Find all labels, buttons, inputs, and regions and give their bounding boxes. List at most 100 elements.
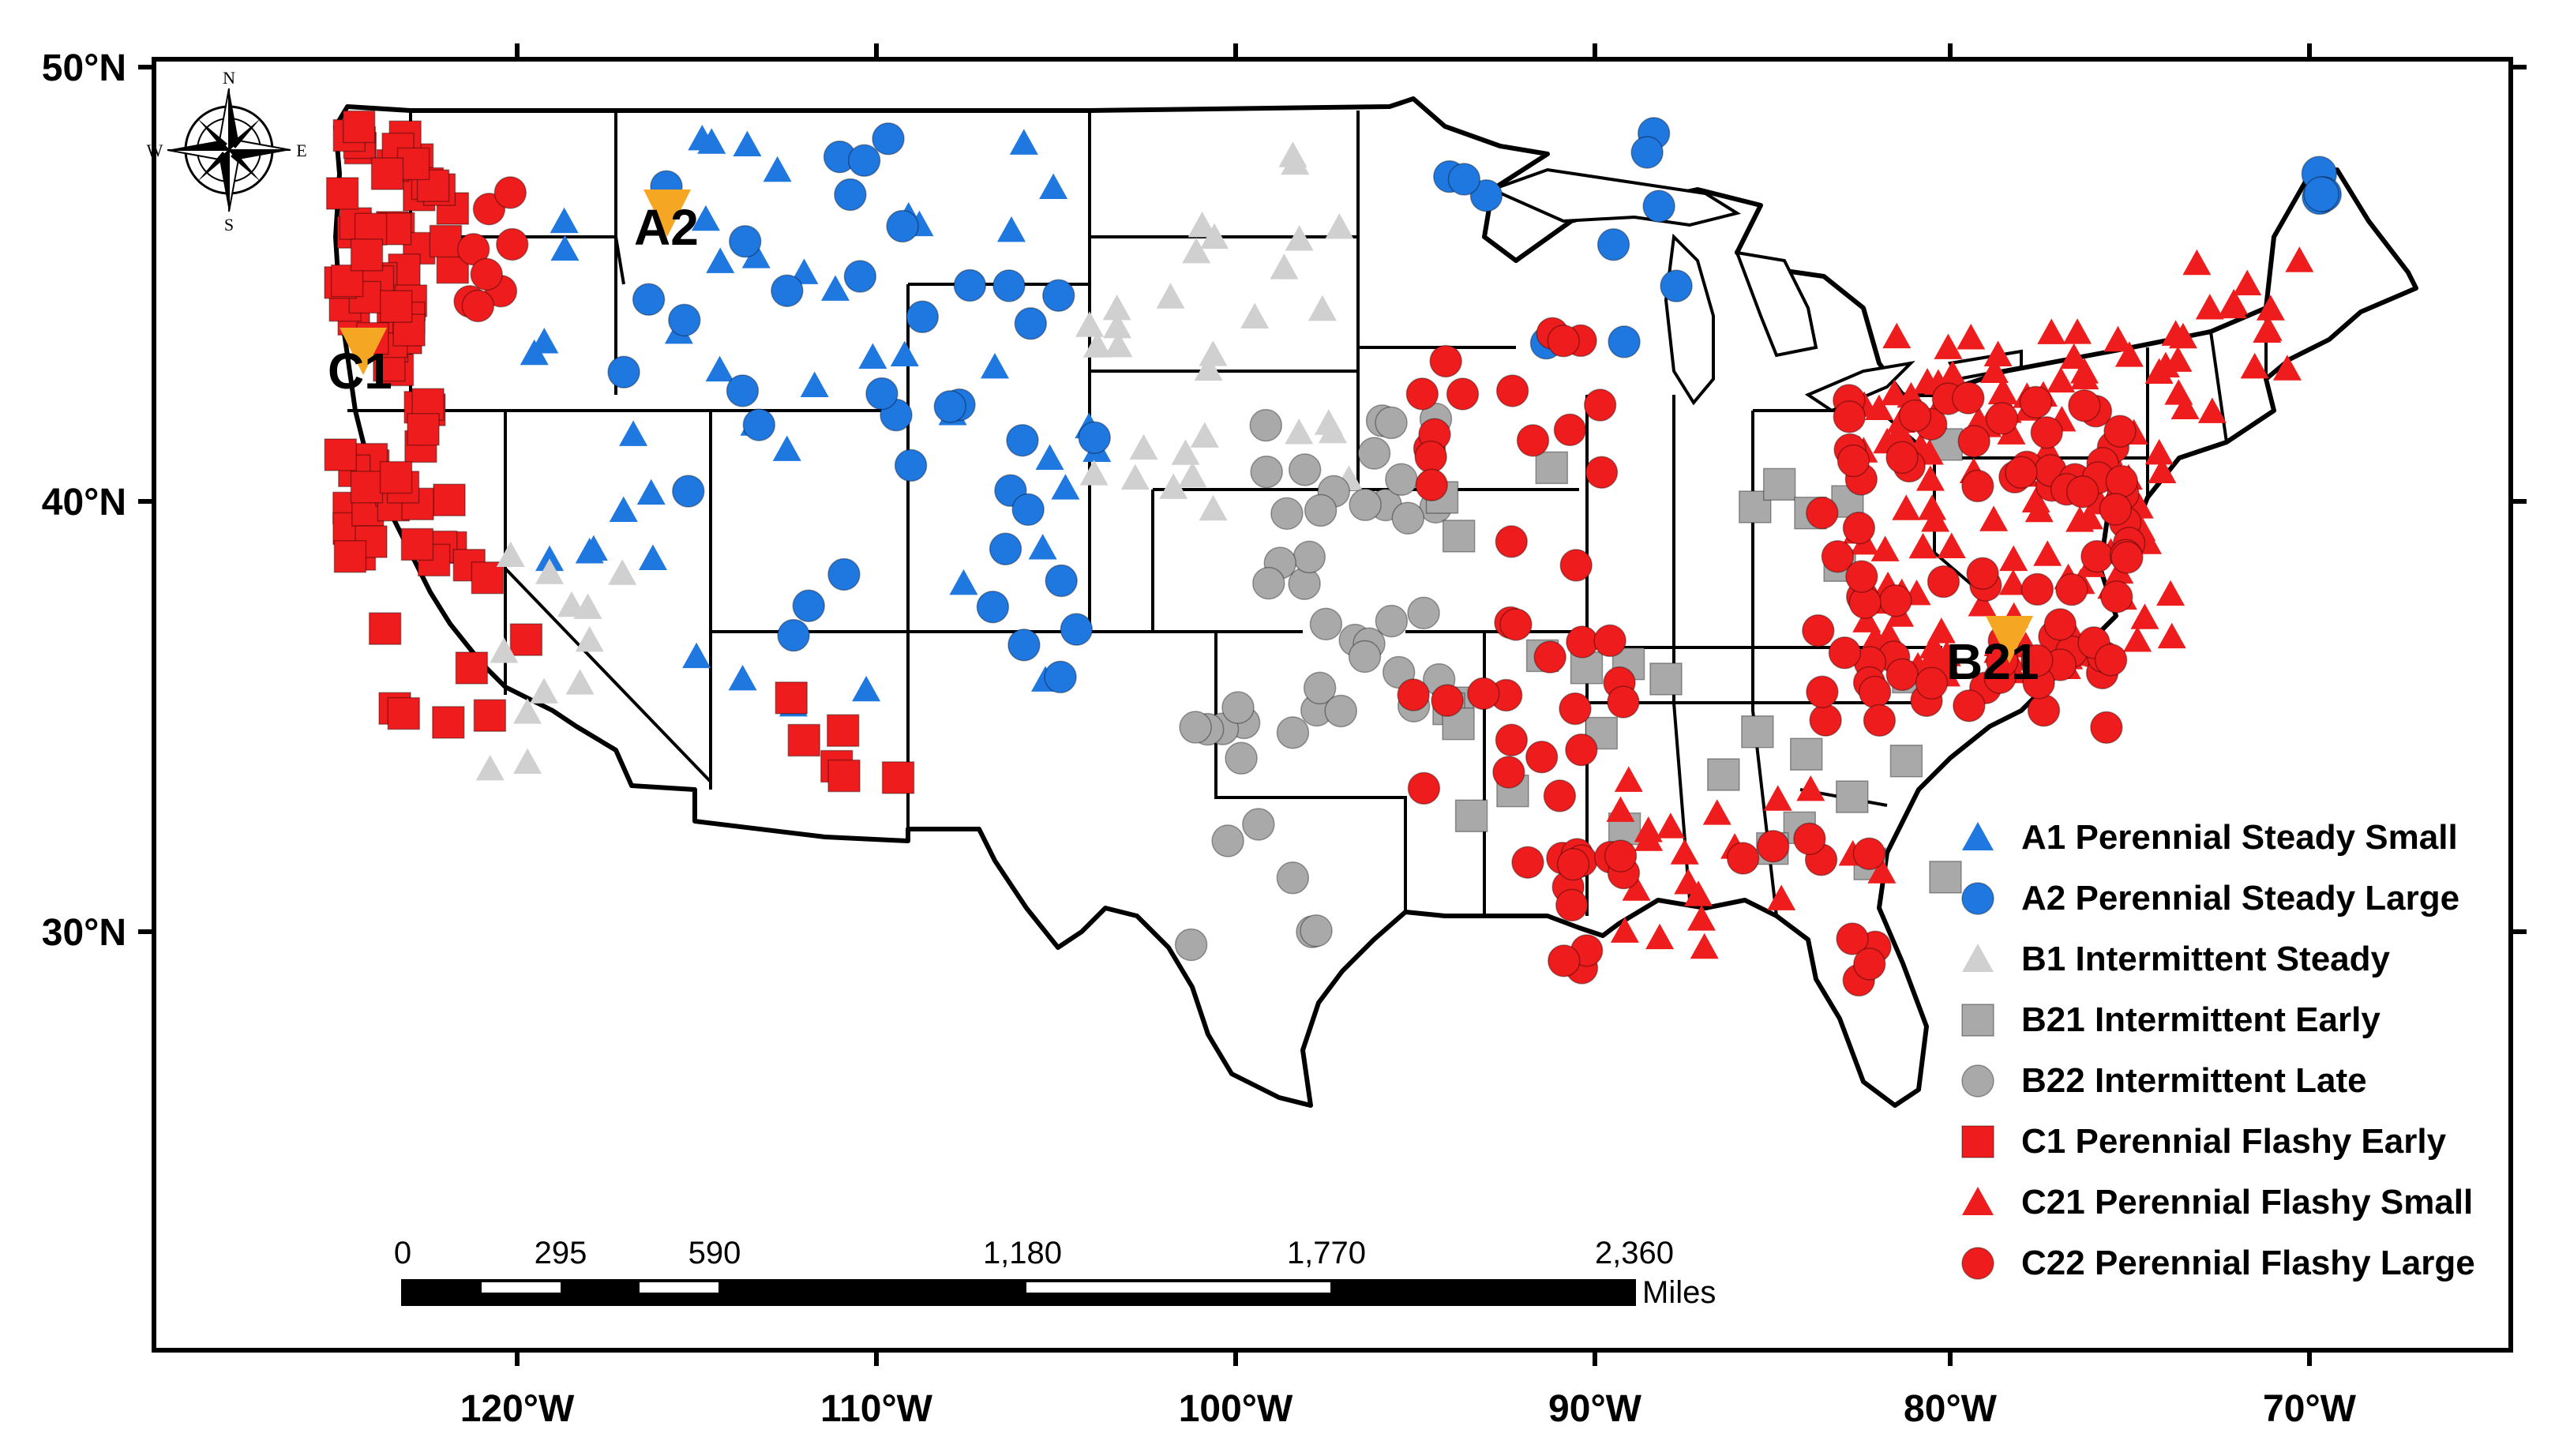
station-marker [886, 209, 919, 243]
station-marker [1845, 560, 1878, 593]
station-marker [1415, 468, 1448, 501]
station-marker [1324, 694, 1358, 728]
station-marker [826, 714, 860, 747]
station-marker [1874, 621, 1904, 647]
station-marker [881, 761, 915, 794]
station-marker [1179, 711, 1212, 744]
station-marker [827, 557, 861, 591]
station-marker [1908, 532, 1938, 559]
legend-symbol-5 [1961, 1064, 1994, 1098]
station-marker [379, 460, 413, 494]
site-label-a2: A2 [634, 199, 699, 256]
station-marker [1429, 344, 1462, 378]
station-marker [473, 699, 507, 732]
station-marker [1898, 399, 1932, 433]
station-marker [1103, 312, 1132, 339]
station-marker [2253, 315, 2283, 341]
station-marker [1187, 211, 1217, 238]
station-marker [1879, 584, 1912, 617]
station-marker [787, 723, 821, 757]
station-marker [834, 178, 867, 212]
station-marker [456, 232, 490, 266]
station-marker [471, 561, 505, 595]
station-marker [535, 558, 565, 584]
lon-label-80: 80°W [1904, 1388, 1998, 1430]
station-marker [741, 242, 771, 268]
station-marker [1171, 439, 1200, 465]
station-marker [1998, 569, 2028, 595]
station-marker [1194, 355, 1223, 381]
station-marker [1606, 796, 1635, 822]
station-marker [1375, 406, 1408, 440]
station-marker [1079, 460, 1109, 486]
station-marker [632, 283, 666, 316]
legend-label-8: C22 Perennial Flashy Large [2021, 1244, 2475, 1282]
station-marker [1852, 606, 1882, 632]
station-marker [550, 235, 580, 261]
station-marker [2020, 572, 2054, 606]
station-marker [777, 618, 810, 652]
lon-label-90: 90°W [1548, 1388, 1642, 1430]
station-marker [847, 144, 881, 178]
station-marker [1405, 377, 1439, 411]
station-marker [894, 448, 928, 482]
station-marker [573, 593, 602, 619]
station-marker [387, 696, 421, 730]
station-marker [1670, 839, 1699, 865]
station-marker [1882, 322, 1912, 349]
station-marker [1270, 497, 1304, 531]
station-marker [2168, 322, 2197, 349]
station-marker [1570, 651, 1604, 685]
station-marker [1634, 825, 1664, 851]
station-marker [2151, 351, 2180, 378]
station-marker [1607, 685, 1640, 719]
station-marker [2090, 711, 2123, 745]
station-marker [1756, 829, 1790, 863]
station-marker [1987, 378, 2017, 405]
station-marker [2099, 493, 2133, 526]
station-marker [2103, 325, 2133, 352]
station-marker [619, 420, 648, 446]
station-marker [1011, 493, 1045, 527]
station-marker [1548, 944, 1581, 978]
station-marker [1821, 540, 1855, 573]
station-marker [2303, 176, 2339, 212]
station-marker [1789, 737, 1823, 771]
scale-label-295: 295 [535, 1236, 587, 1270]
station-marker [1382, 655, 1416, 689]
station-marker [608, 559, 637, 585]
legend-label-4: B21 Intermittent Early [2021, 1000, 2381, 1039]
axis-ticks [138, 43, 2527, 1366]
station-marker [1276, 716, 1310, 749]
station-marker [1604, 839, 1638, 872]
longitude-labels: 120°W 110°W 100°W 90°W 80°W 70°W [460, 1388, 2357, 1430]
conus-outline [333, 96, 2418, 1108]
station-marker [1852, 837, 1886, 871]
station-marker [638, 544, 667, 570]
station-marker [726, 374, 760, 407]
station-marker [775, 681, 808, 715]
station-marker [742, 408, 776, 441]
station-marker [1078, 421, 1111, 455]
station-marker [472, 192, 506, 226]
station-marker [513, 748, 542, 775]
station-marker [1308, 295, 1337, 321]
station-marker [1887, 420, 1916, 447]
station-marker [2094, 644, 2128, 677]
station-marker [2144, 438, 2174, 465]
station-marker [1469, 178, 1503, 212]
station-marker [1566, 625, 1599, 659]
compass-w: W [147, 141, 163, 160]
station-marker [1516, 424, 1550, 457]
station-marker [496, 541, 525, 567]
station-marker [872, 122, 905, 156]
station-marker [1309, 607, 1343, 641]
lon-label-120: 120°W [460, 1388, 575, 1430]
station-marker [461, 289, 495, 323]
station-marker [792, 589, 825, 623]
station-marker [2005, 456, 2038, 490]
station-marker [771, 274, 804, 307]
station-marker [1288, 567, 1321, 601]
station-marker [1028, 534, 1057, 560]
station-marker [1979, 505, 2009, 531]
